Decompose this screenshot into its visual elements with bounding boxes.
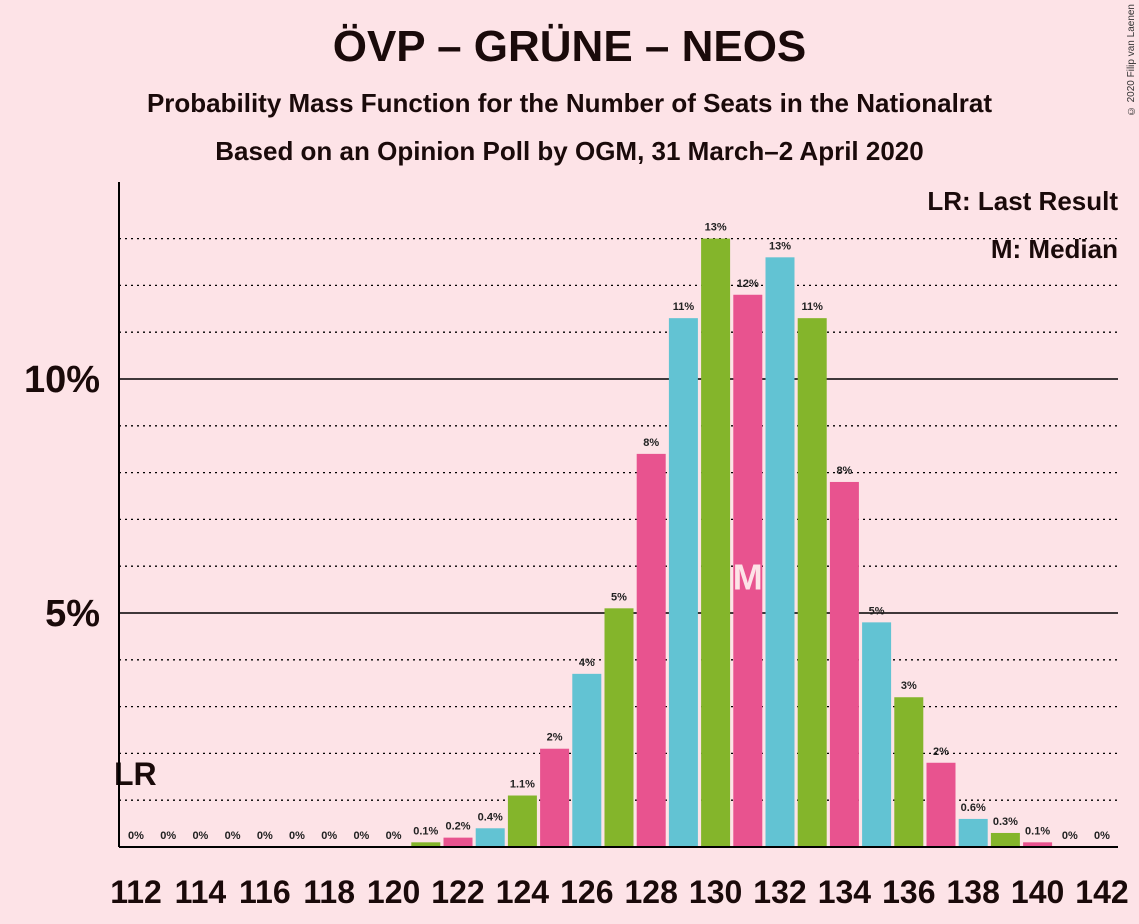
bar-label-122: 0.2% bbox=[445, 821, 470, 833]
bar-label-117: 0% bbox=[289, 830, 305, 842]
bar-seat-137 bbox=[926, 762, 956, 847]
tick-labels: 5% 10% 112 114 116 118 120 122 124 126 128 130 132 13… bbox=[24, 359, 1129, 910]
bar-seat-134 bbox=[829, 481, 859, 847]
bar-label-142: 0% bbox=[1094, 830, 1110, 842]
bar-label-130: 13% bbox=[705, 222, 727, 234]
bar-label-134: 8% bbox=[836, 465, 852, 477]
x-tick-label: 124 bbox=[496, 874, 550, 910]
bar-seat-139 bbox=[990, 832, 1020, 847]
last-result-marker: LR bbox=[114, 756, 157, 792]
x-tick-label: 136 bbox=[882, 874, 935, 910]
bar-label-119: 0% bbox=[353, 830, 369, 842]
bar-label-115: 0% bbox=[225, 830, 241, 842]
bar-label-132: 13% bbox=[769, 240, 791, 252]
x-tick-label: 122 bbox=[431, 874, 484, 910]
x-tick-label: 116 bbox=[239, 874, 291, 910]
bar-label-118: 0% bbox=[321, 830, 337, 842]
bar-label-135: 5% bbox=[869, 605, 885, 617]
y-tick-label: 5% bbox=[45, 593, 100, 635]
axes bbox=[118, 182, 1118, 848]
bar-label-131: 12% bbox=[737, 278, 759, 290]
x-tick-label: 112 bbox=[110, 874, 162, 910]
bar-label-124: 1.1% bbox=[510, 779, 535, 791]
bars bbox=[411, 238, 1053, 848]
bar-seat-122 bbox=[443, 837, 473, 847]
bar-seat-130 bbox=[701, 238, 731, 848]
bar-label-125: 2% bbox=[547, 732, 563, 744]
bar-seat-125 bbox=[540, 748, 570, 847]
x-tick-label: 134 bbox=[818, 874, 872, 910]
bar-seat-140 bbox=[1023, 842, 1053, 847]
bar-label-113: 0% bbox=[160, 830, 176, 842]
bar-label-112: 0% bbox=[128, 830, 144, 842]
bar-seat-131 bbox=[733, 294, 763, 847]
bar-label-136: 3% bbox=[901, 680, 917, 692]
x-tick-label: 140 bbox=[1011, 874, 1064, 910]
bar-label-116: 0% bbox=[257, 830, 273, 842]
y-tick-label: 10% bbox=[24, 359, 100, 401]
x-tick-label: 132 bbox=[753, 874, 806, 910]
bar-label-123: 0.4% bbox=[478, 811, 503, 823]
x-tick-label: 114 bbox=[175, 874, 227, 910]
bar-label-128: 8% bbox=[643, 437, 659, 449]
bar-label-139: 0.3% bbox=[993, 816, 1018, 828]
bar-seat-121 bbox=[411, 842, 441, 847]
x-tick-label: 120 bbox=[367, 874, 420, 910]
chart-title: ÖVP – GRÜNE – NEOS bbox=[332, 22, 807, 71]
bar-seat-124 bbox=[507, 795, 537, 847]
bar-label-129: 11% bbox=[673, 301, 695, 313]
bar-label-127: 5% bbox=[611, 591, 627, 603]
bar-label-114: 0% bbox=[192, 830, 208, 842]
x-tick-label: 138 bbox=[947, 874, 1000, 910]
bar-seat-123 bbox=[475, 828, 505, 847]
x-tick-label: 118 bbox=[303, 874, 355, 910]
bar-label-137: 2% bbox=[933, 746, 949, 758]
bar-label-120: 0% bbox=[386, 830, 402, 842]
bar-label-138: 0.6% bbox=[961, 802, 986, 814]
x-tick-label: 142 bbox=[1075, 874, 1128, 910]
bar-seat-126 bbox=[572, 673, 602, 847]
bar-label-141: 0% bbox=[1062, 830, 1078, 842]
bar-seat-133 bbox=[797, 318, 827, 847]
x-tick-label: 130 bbox=[689, 874, 742, 910]
bar-seat-136 bbox=[894, 697, 924, 847]
bar-seat-135 bbox=[862, 622, 892, 847]
bar-seat-128 bbox=[636, 453, 666, 847]
bar-label-126: 4% bbox=[579, 657, 595, 669]
bar-seat-129 bbox=[668, 318, 698, 847]
chart-subtitle-poll: Based on an Opinion Poll by OGM, 31 Marc… bbox=[215, 136, 924, 166]
x-tick-label: 126 bbox=[560, 874, 613, 910]
median-marker: M bbox=[733, 557, 763, 598]
bar-seat-127 bbox=[604, 608, 634, 847]
bar-label-133: 11% bbox=[801, 301, 823, 313]
x-tick-label: 128 bbox=[625, 874, 678, 910]
bar-seat-132 bbox=[765, 257, 795, 847]
bar-labels: 0% 0% 0% 0% 0% 0% 0% 0% 0% 0.1% 0.2% 0.4% 1.1% 2% 4% 5%… bbox=[114, 222, 1110, 842]
bar-label-121: 0.1% bbox=[413, 825, 438, 837]
chart-subtitle: Probability Mass Function for the Number… bbox=[146, 88, 993, 118]
legend-last-result: LR: Last Result bbox=[927, 186, 1118, 216]
bar-label-140: 0.1% bbox=[1025, 825, 1050, 837]
legend-median: M: Median bbox=[991, 234, 1118, 264]
bar-seat-138 bbox=[958, 818, 988, 847]
